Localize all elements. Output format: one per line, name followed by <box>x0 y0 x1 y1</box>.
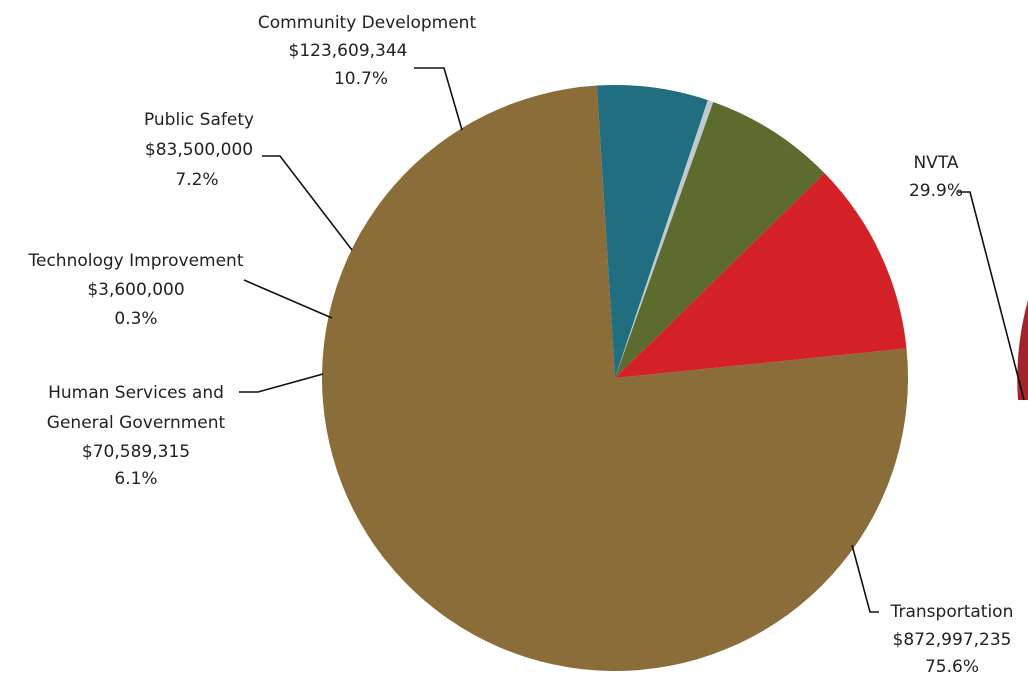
value-technology-improvement: $3,600,000 <box>87 280 184 300</box>
value-public-safety: $83,500,000 <box>145 140 253 160</box>
percent-nvta: 29.9% <box>909 181 963 201</box>
label-nvta: NVTA <box>913 153 958 173</box>
slice-labels: Community Development $123,609,344 10.7%… <box>28 13 1014 676</box>
pie-slice-technology-improvement <box>615 100 714 379</box>
label-human-services-line-1: Human Services and <box>48 383 224 403</box>
leader-community-development <box>414 67 463 131</box>
percent-human-services: 6.1% <box>114 469 157 489</box>
value-human-services: $70,589,315 <box>82 442 190 462</box>
label-technology-improvement: Technology Improvement <box>28 251 244 271</box>
value-community-development: $123,609,344 <box>289 41 408 61</box>
percent-community-development: 10.7% <box>334 69 388 89</box>
leader-nvta <box>958 191 1025 401</box>
label-transportation: Transportation <box>890 602 1014 622</box>
percent-public-safety: 7.2% <box>175 170 218 190</box>
pie-slices <box>322 85 909 672</box>
pie-slice-transportation <box>322 85 909 672</box>
pie-slice-human-services-and-general-government <box>596 85 708 378</box>
pie-slice-public-safety <box>615 101 825 379</box>
leader-transportation <box>851 544 879 613</box>
label-public-safety: Public Safety <box>144 110 254 130</box>
value-transportation: $872,997,235 <box>893 630 1012 650</box>
pie-slice-community-development <box>615 173 907 378</box>
nvta-pie-edge <box>1017 300 1028 400</box>
leader-public-safety <box>262 155 353 251</box>
leader-lines <box>239 67 1025 613</box>
percent-technology-improvement: 0.3% <box>114 309 157 329</box>
leader-human-services <box>239 373 324 393</box>
percent-transportation: 75.6% <box>925 657 979 676</box>
label-community-development: Community Development <box>258 13 477 33</box>
leader-technology-improvement <box>243 279 333 319</box>
label-human-services-line-2: General Government <box>47 413 226 433</box>
